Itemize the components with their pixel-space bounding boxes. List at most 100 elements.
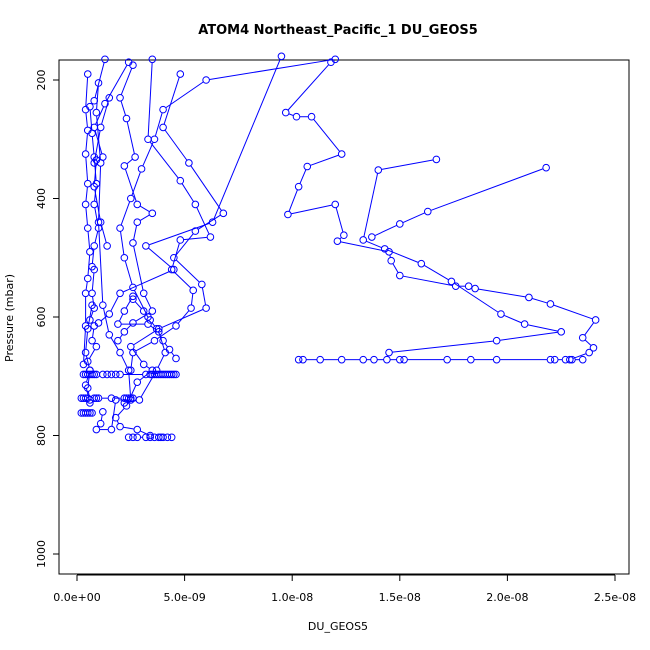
x-tick-label: 2.0e-08 — [486, 591, 528, 604]
series-segment — [101, 225, 107, 243]
data-point — [90, 159, 99, 167]
series-segment — [157, 331, 162, 338]
series-segment — [89, 349, 96, 359]
series-segment — [85, 157, 89, 181]
series-layer — [77, 52, 600, 442]
series-segment — [85, 207, 88, 225]
y-tick-label: 400 — [35, 188, 48, 209]
data-point — [105, 310, 114, 318]
data-point — [374, 166, 383, 174]
data-point — [331, 55, 340, 64]
series-segment — [120, 231, 125, 255]
series-segment — [190, 293, 194, 305]
x-tick-label: 5.0e-09 — [163, 591, 205, 604]
series-segment — [165, 81, 204, 109]
series-6 — [116, 55, 340, 321]
series-segment — [116, 420, 119, 424]
data-point — [116, 224, 124, 232]
series-segment — [454, 282, 499, 313]
data-point — [148, 55, 157, 64]
series-segment — [133, 246, 144, 290]
data-point — [387, 256, 395, 265]
data-point — [170, 370, 178, 379]
data-point — [383, 355, 391, 364]
data-point — [292, 112, 301, 121]
series-segment — [134, 290, 147, 315]
series-segment — [89, 110, 93, 130]
series-segment — [148, 247, 172, 268]
x-tick-label: 0.0e+00 — [53, 591, 100, 604]
series-segment — [175, 233, 194, 256]
series-segment — [402, 212, 425, 224]
data-point — [105, 93, 114, 102]
data-point — [88, 336, 96, 345]
data-point — [81, 105, 90, 114]
series-segment — [291, 204, 332, 215]
data-point — [165, 345, 174, 354]
data-point — [79, 394, 88, 402]
series-segment — [403, 275, 453, 287]
series-segment — [140, 205, 150, 212]
series-segment — [287, 64, 329, 111]
data-point — [585, 348, 593, 357]
data-point — [83, 325, 92, 333]
data-point — [129, 319, 137, 327]
series-segment — [387, 249, 419, 263]
data-point — [120, 162, 129, 170]
series-segment — [123, 426, 134, 430]
data-point — [107, 394, 116, 402]
data-point — [144, 135, 152, 144]
series-segment — [151, 322, 155, 327]
data-point — [79, 360, 88, 369]
series-segment — [98, 166, 102, 219]
data-point — [150, 135, 159, 144]
series-segment — [86, 373, 90, 382]
series-segment — [124, 260, 133, 285]
series-segment — [478, 288, 526, 298]
data-point — [148, 307, 157, 315]
data-point — [589, 344, 598, 352]
series-segment — [149, 141, 179, 179]
data-point — [86, 366, 94, 375]
series-segment — [85, 388, 90, 400]
series-16 — [129, 295, 180, 363]
data-point — [90, 96, 99, 105]
data-point — [432, 155, 441, 164]
data-point — [90, 394, 99, 402]
series-segment — [87, 308, 92, 326]
series-segment — [209, 59, 332, 80]
data-point — [99, 301, 107, 309]
series-segment — [340, 241, 386, 252]
series-segment — [177, 310, 190, 324]
data-point — [331, 200, 340, 209]
data-point — [294, 182, 303, 191]
data-point — [133, 218, 142, 226]
data-point — [148, 209, 157, 218]
data-point — [94, 218, 103, 226]
y-axis-label: Pressure (mbar) — [3, 274, 16, 362]
series-segment — [584, 339, 592, 346]
data-point — [163, 433, 172, 442]
data-point — [120, 399, 129, 407]
series-segment — [172, 243, 180, 267]
data-point — [189, 286, 198, 295]
series-segment — [147, 62, 153, 136]
data-point — [191, 200, 200, 209]
data-point — [96, 123, 105, 132]
series-segment — [118, 313, 124, 322]
series-10 — [83, 55, 109, 404]
series-14 — [114, 61, 157, 345]
data-point — [152, 325, 161, 333]
series-segment — [157, 355, 165, 368]
data-point — [120, 328, 129, 336]
data-point — [116, 289, 124, 298]
series-segment — [146, 365, 150, 369]
series-segment — [159, 335, 165, 350]
data-point — [198, 280, 206, 289]
data-point — [284, 210, 292, 219]
data-point — [520, 320, 529, 328]
data-point — [150, 336, 159, 345]
data-point — [337, 355, 346, 364]
data-point — [133, 200, 142, 209]
data-point — [101, 55, 109, 64]
